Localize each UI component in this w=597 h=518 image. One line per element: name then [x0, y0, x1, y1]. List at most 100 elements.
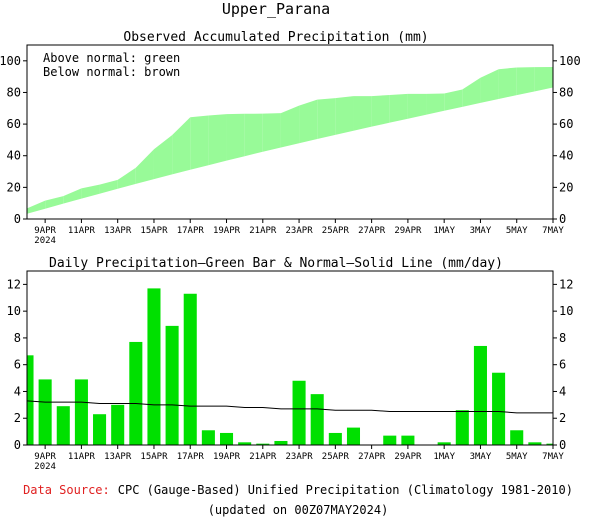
accum-xtick-label: 21APR: [249, 226, 277, 236]
daily-precip-bar: [256, 443, 270, 445]
accum-xtick-label: 23APR: [286, 226, 314, 236]
accum-xtick-label: 13APR: [104, 226, 132, 236]
daily-xtick-label: 1MAY: [433, 452, 455, 462]
daily-chart-title: Daily Precipitation—Green Bar & Normal—S…: [49, 256, 503, 271]
daily-xtick-label: 15APR: [140, 452, 168, 462]
daily-precip-bar: [38, 379, 52, 445]
daily-precip-bar: [292, 380, 306, 445]
above-normal-area: [371, 94, 390, 127]
daily-xtick-label: 17APR: [177, 452, 205, 462]
daily-precip-bar: [27, 355, 34, 445]
above-normal-area: [45, 196, 64, 209]
legend-below-normal: Below normal: brown: [43, 65, 180, 79]
accum-xtick-label: 7MAY: [542, 226, 564, 236]
above-normal-area: [498, 67, 517, 99]
daily-precip-bar: [274, 440, 288, 445]
above-normal-area: [335, 96, 354, 135]
daily-xtick-label: 7MAY: [542, 452, 564, 462]
above-normal-area: [426, 93, 445, 115]
above-normal-area: [516, 67, 535, 96]
daily-precip-bar: [74, 379, 88, 445]
above-normal-area: [135, 149, 154, 184]
daily-xtick-year-label: 2024: [34, 462, 56, 472]
daily-ytick-label-right: 12: [559, 277, 573, 291]
above-normal-area: [389, 93, 408, 123]
accum-xtick-label: 19APR: [213, 226, 241, 236]
above-normal-area: [480, 69, 499, 103]
daily-ytick-label-left: 0: [14, 438, 21, 452]
accumulated-chart-title: Observed Accumulated Precipitation (mm): [123, 30, 428, 45]
daily-precip-bar: [510, 430, 524, 445]
daily-ytick-label-left: 10: [7, 304, 21, 318]
daily-xtick-label: 11APR: [68, 452, 96, 462]
accum-ytick-label-left: 40: [7, 149, 21, 163]
daily-xtick-label: 19APR: [213, 452, 241, 462]
daily-precip-bar: [147, 288, 161, 445]
accumulated-plot-frame: [26, 44, 554, 220]
daily-precip-bar: [546, 443, 553, 445]
daily-xtick-label: 9APR: [34, 452, 56, 462]
accum-ytick-label-left: 80: [7, 85, 21, 99]
daily-precip-bar: [129, 341, 143, 445]
daily-xtick-label: 25APR: [322, 452, 350, 462]
daily-precip-bar: [165, 325, 179, 445]
daily-normal-line: [26, 400, 553, 414]
daily-precip-bar: [238, 442, 252, 445]
accum-ytick-label-left: 60: [7, 117, 21, 131]
daily-precip-bar: [383, 435, 397, 445]
above-normal-area: [299, 99, 318, 144]
daily-ytick-label-left: 6: [14, 358, 21, 372]
daily-precip-bar: [111, 404, 125, 445]
daily-precip-bar: [401, 435, 415, 445]
daily-plot-frame: [26, 270, 554, 446]
daily-xtick-label: 21APR: [249, 452, 277, 462]
accum-ytick-label-right: 80: [559, 85, 573, 99]
daily-precip-bar: [346, 427, 361, 445]
above-normal-area: [172, 117, 191, 175]
accum-xtick-label: 5MAY: [506, 226, 528, 236]
daily-xtick-label: 29APR: [394, 452, 422, 462]
accum-ytick-label-right: 100: [559, 54, 581, 68]
accum-xtick-label: 1MAY: [433, 226, 455, 236]
accum-xtick-label: 17APR: [177, 226, 205, 236]
daily-xtick-label: 5MAY: [506, 452, 528, 462]
above-normal-area: [317, 98, 336, 139]
above-normal-area: [81, 184, 100, 199]
above-normal-area: [462, 77, 481, 107]
daily-precip-bar: [492, 372, 506, 445]
daily-precip-bar: [455, 410, 469, 445]
data-source-line: Data Source: CPC (Gauge-Based) Unified Pr…: [23, 483, 573, 497]
accum-ytick-label-right: 0: [559, 212, 566, 226]
daily-precip-bar: [437, 442, 451, 445]
daily-xtick-label: 27APR: [358, 452, 386, 462]
above-normal-area: [280, 105, 300, 148]
daily-ytick-label-left: 4: [14, 384, 21, 398]
daily-precip-bar: [328, 432, 342, 445]
legend-above-normal: Above normal: green: [43, 51, 180, 65]
accum-ytick-label-left: 100: [0, 54, 21, 68]
accum-xtick-year-label: 2024: [34, 236, 56, 246]
daily-ytick-label-left: 12: [7, 277, 21, 291]
daily-ytick-label-right: 10: [559, 304, 573, 318]
accum-ytick-label-right: 20: [559, 180, 573, 194]
above-normal-area: [534, 66, 553, 92]
daily-ytick-label-right: 6: [559, 358, 566, 372]
accum-xtick-label: 11APR: [68, 226, 96, 236]
daily-ytick-label-left: 8: [14, 331, 21, 345]
accum-ytick-label-left: 20: [7, 180, 21, 194]
above-normal-area: [153, 135, 173, 180]
daily-ytick-label-right: 2: [559, 411, 566, 425]
above-normal-area: [27, 200, 46, 214]
daily-xtick-label: 23APR: [286, 452, 314, 462]
daily-precip-bar: [183, 293, 197, 445]
daily-precip-bar: [93, 414, 107, 445]
above-normal-area: [262, 113, 281, 152]
daily-precip-bar: [310, 394, 324, 445]
above-normal-area: [407, 93, 427, 119]
above-normal-area: [226, 113, 245, 161]
accum-xtick-label: 9APR: [34, 226, 56, 236]
daily-precip-bar: [528, 442, 542, 445]
